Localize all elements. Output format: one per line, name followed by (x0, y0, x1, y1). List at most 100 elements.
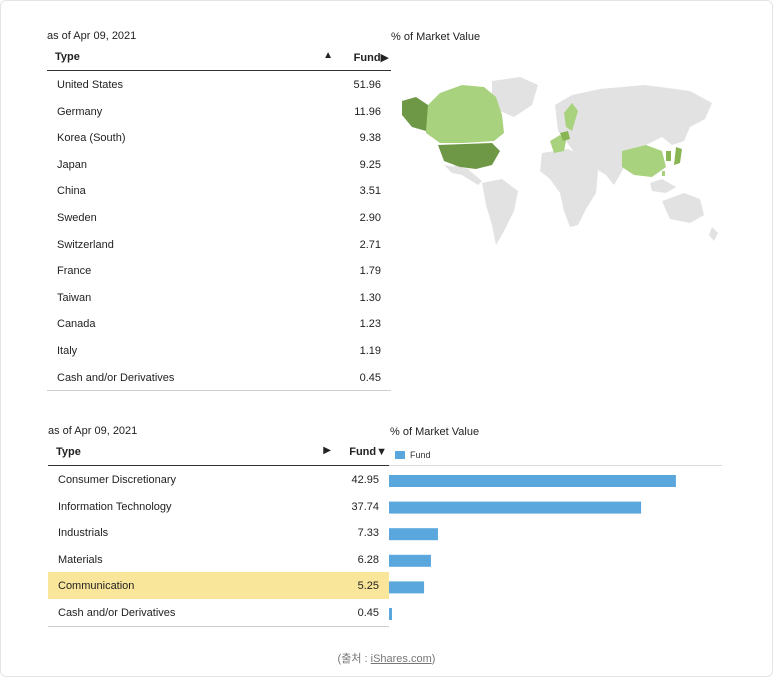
row-label: Information Technology (58, 500, 172, 513)
table-row[interactable]: Cash and/or Derivatives 0.45 (47, 364, 391, 391)
map-united-states (438, 143, 500, 169)
bar-communication[interactable] (389, 581, 425, 594)
map-south-america (482, 179, 518, 245)
country-table-header: Type ▲ Fund▶ (47, 46, 391, 71)
row-value: 1.23 (359, 318, 381, 331)
map-taiwan (662, 171, 665, 176)
row-label: Japan (57, 158, 87, 171)
table-row[interactable]: Italy 1.19 (47, 337, 391, 364)
country-rows: United States 51.96 Germany 11.96 Korea (Sou… (47, 71, 391, 390)
row-label: France (57, 265, 92, 278)
table-row[interactable]: Taiwan 1.30 (47, 284, 391, 311)
map-korea (666, 151, 671, 161)
legend-swatch (395, 451, 405, 459)
fund-column-header[interactable]: Fund▶ (353, 52, 389, 64)
table-row[interactable]: Switzerland 2.71 (47, 231, 391, 258)
table-row[interactable]: China 3.51 (47, 177, 391, 204)
type-column-header[interactable]: Type (56, 446, 81, 458)
map-mexico (444, 165, 470, 175)
source-link[interactable]: iShares.com (370, 653, 432, 665)
table-footer-line (47, 390, 391, 392)
table-row[interactable]: Japan 9.25 (47, 151, 391, 178)
row-value: 1.79 (359, 265, 381, 278)
type-column-header[interactable]: Type (55, 51, 80, 63)
row-value: 9.25 (359, 158, 381, 171)
row-label: Canada (57, 318, 96, 331)
row-label: United States (57, 79, 124, 91)
table-row[interactable]: France 1.79 (47, 257, 391, 284)
row-value: 2.90 (359, 211, 381, 224)
bar-information-technology[interactable] (389, 501, 642, 514)
chart-legend: Fund (395, 450, 431, 460)
map-alaska (402, 97, 428, 131)
table-row[interactable]: Industrials 7.33 (48, 519, 389, 546)
row-label: Industrials (58, 527, 109, 540)
table-row[interactable]: Canada 1.23 (47, 310, 391, 337)
row-value: 3.51 (359, 185, 381, 198)
row-value: 0.45 (357, 606, 379, 619)
bar-consumer-discretionary[interactable] (389, 475, 676, 487)
row-label: Sweden (57, 211, 97, 224)
sort-right-icon[interactable]: ▶ (323, 445, 331, 456)
world-map[interactable] (400, 75, 722, 250)
map-japan (674, 147, 682, 165)
map-greenland (492, 77, 538, 117)
sort-ascending-icon[interactable]: ▲ (323, 50, 333, 61)
row-label: Germany (57, 105, 103, 118)
row-value: 1.30 (359, 291, 381, 304)
map-africa (540, 149, 598, 227)
row-label: Italy (57, 344, 78, 357)
table-row[interactable]: Cash and/or Derivatives 0.45 (48, 599, 389, 626)
bar-materials[interactable] (389, 554, 431, 567)
map-australia (662, 193, 704, 223)
map-new-zealand (709, 227, 718, 241)
sector-chart-title: % of Market Value (390, 426, 480, 438)
row-value: 7.33 (357, 527, 379, 540)
table-row[interactable]: Sweden 2.90 (47, 204, 391, 231)
row-value: 37.74 (351, 500, 379, 513)
row-value: 6.28 (357, 553, 379, 566)
sector-bar-chart (389, 475, 676, 620)
sector-table: Type ▶ Fund▼ Consumer Discretionary 42.95… (48, 441, 389, 627)
bar-cash-and-or-derivatives[interactable] (389, 608, 393, 620)
row-value: 11.96 (354, 105, 381, 118)
country-table: Type ▲ Fund▶ United States 51.96 Germany 11… (47, 46, 391, 392)
sector-table-header: Type ▶ Fund▼ (48, 441, 389, 466)
source-suffix: ) (431, 653, 436, 665)
row-value: 2.71 (359, 238, 381, 251)
country-as-of-date: as of Apr 09, 2021 (47, 30, 137, 42)
chart-top-rule (389, 465, 722, 466)
row-label: Consumer Discretionary (58, 474, 176, 486)
table-row[interactable]: United States 51.96 (47, 71, 391, 98)
country-chart-title: % of Market Value (391, 31, 481, 43)
row-value: 5.25 (357, 580, 379, 593)
map-scandinavia (564, 103, 578, 131)
map-canada (426, 85, 504, 143)
row-label: Taiwan (57, 291, 92, 304)
sector-rows: Consumer Discretionary 42.95 Information T… (48, 466, 389, 626)
row-label: Cash and/or Derivatives (57, 371, 175, 384)
row-value: 1.19 (359, 344, 381, 357)
map-germany (560, 131, 570, 141)
row-label: China (57, 185, 86, 198)
legend-label: Fund (410, 450, 431, 460)
table-row[interactable]: Materials 6.28 (48, 546, 389, 573)
map-china (622, 145, 666, 177)
row-label: Switzerland (57, 238, 114, 251)
table-row[interactable]: Communication 5.25 (48, 572, 389, 599)
row-value: 9.38 (359, 132, 381, 145)
bar-industrials[interactable] (389, 528, 438, 541)
map-western-europe (550, 135, 566, 153)
row-label: Korea (South) (57, 132, 126, 145)
table-row[interactable]: Germany 11.96 (47, 98, 391, 125)
table-row[interactable]: Korea (South) 9.38 (47, 124, 391, 151)
row-value: 42.95 (351, 474, 379, 486)
row-label: Communication (58, 580, 135, 593)
fund-column-header[interactable]: Fund▼ (349, 446, 387, 458)
source-caption: (출처 : iShares.com) (0, 650, 773, 666)
table-row[interactable]: Information Technology 37.74 (48, 493, 389, 520)
row-label: Materials (58, 553, 103, 566)
table-row[interactable]: Consumer Discretionary 42.95 (48, 466, 389, 493)
row-value: 0.45 (359, 371, 381, 384)
sector-as-of-date: as of Apr 09, 2021 (48, 425, 138, 437)
